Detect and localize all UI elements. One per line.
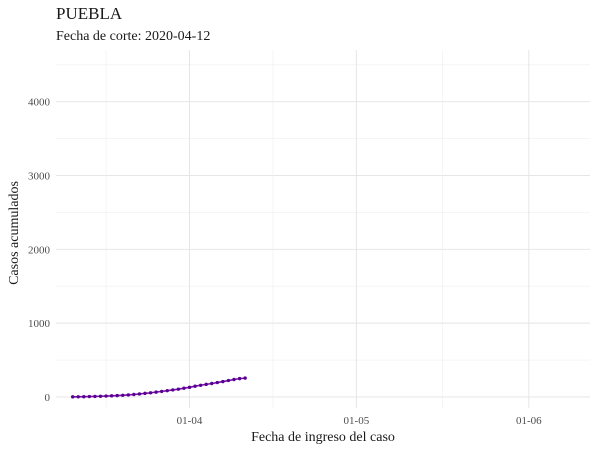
data-point bbox=[82, 395, 86, 399]
y-tick-label: 2000 bbox=[28, 244, 51, 256]
data-point bbox=[76, 395, 80, 399]
data-point bbox=[148, 391, 153, 395]
y-tick-label: 0 bbox=[45, 392, 51, 404]
data-point bbox=[193, 384, 197, 388]
data-point bbox=[243, 376, 247, 380]
grid bbox=[56, 50, 590, 408]
data-point bbox=[115, 393, 119, 398]
data-point bbox=[171, 388, 175, 392]
data-point bbox=[204, 382, 208, 387]
x-axis-title: Fecha de ingreso del caso bbox=[251, 430, 395, 445]
x-tick-label: 01-04 bbox=[177, 415, 203, 427]
data-point bbox=[104, 394, 108, 398]
data-point bbox=[232, 377, 236, 382]
y-tick-label: 1000 bbox=[28, 318, 51, 330]
data-point bbox=[221, 379, 225, 384]
series-line bbox=[72, 377, 246, 398]
x-tick-label: 01-06 bbox=[516, 415, 542, 427]
data-point bbox=[137, 392, 142, 396]
data-point bbox=[98, 394, 103, 398]
data-point bbox=[210, 381, 214, 386]
data-point bbox=[93, 394, 97, 399]
data-point bbox=[70, 395, 75, 399]
chart-title: PUEBLA bbox=[56, 4, 123, 23]
data-point bbox=[165, 388, 169, 393]
data-point bbox=[126, 393, 131, 397]
y-tick-label: 3000 bbox=[28, 170, 51, 182]
data-point bbox=[109, 394, 114, 398]
data-point bbox=[121, 393, 125, 398]
axis-ticks: 0 1000 2000 3000 4000 01-04 01-05 01-06 bbox=[28, 97, 542, 427]
data-point bbox=[187, 385, 192, 390]
y-axis-title: Casos acumulados bbox=[7, 181, 22, 285]
y-tick-label: 4000 bbox=[28, 97, 51, 109]
data-point bbox=[176, 387, 181, 391]
data-point bbox=[159, 389, 164, 394]
x-tick-label: 01-05 bbox=[344, 415, 370, 427]
chart-subtitle: Fecha de corte: 2020-04-12 bbox=[56, 29, 211, 44]
series bbox=[70, 376, 247, 399]
data-point bbox=[87, 394, 92, 399]
data-point bbox=[182, 386, 186, 390]
data-point bbox=[143, 391, 147, 396]
data-point bbox=[198, 383, 203, 387]
data-point bbox=[237, 376, 242, 381]
data-point bbox=[215, 380, 220, 385]
data-point bbox=[226, 378, 231, 383]
data-point bbox=[154, 390, 158, 394]
data-point bbox=[132, 392, 136, 397]
